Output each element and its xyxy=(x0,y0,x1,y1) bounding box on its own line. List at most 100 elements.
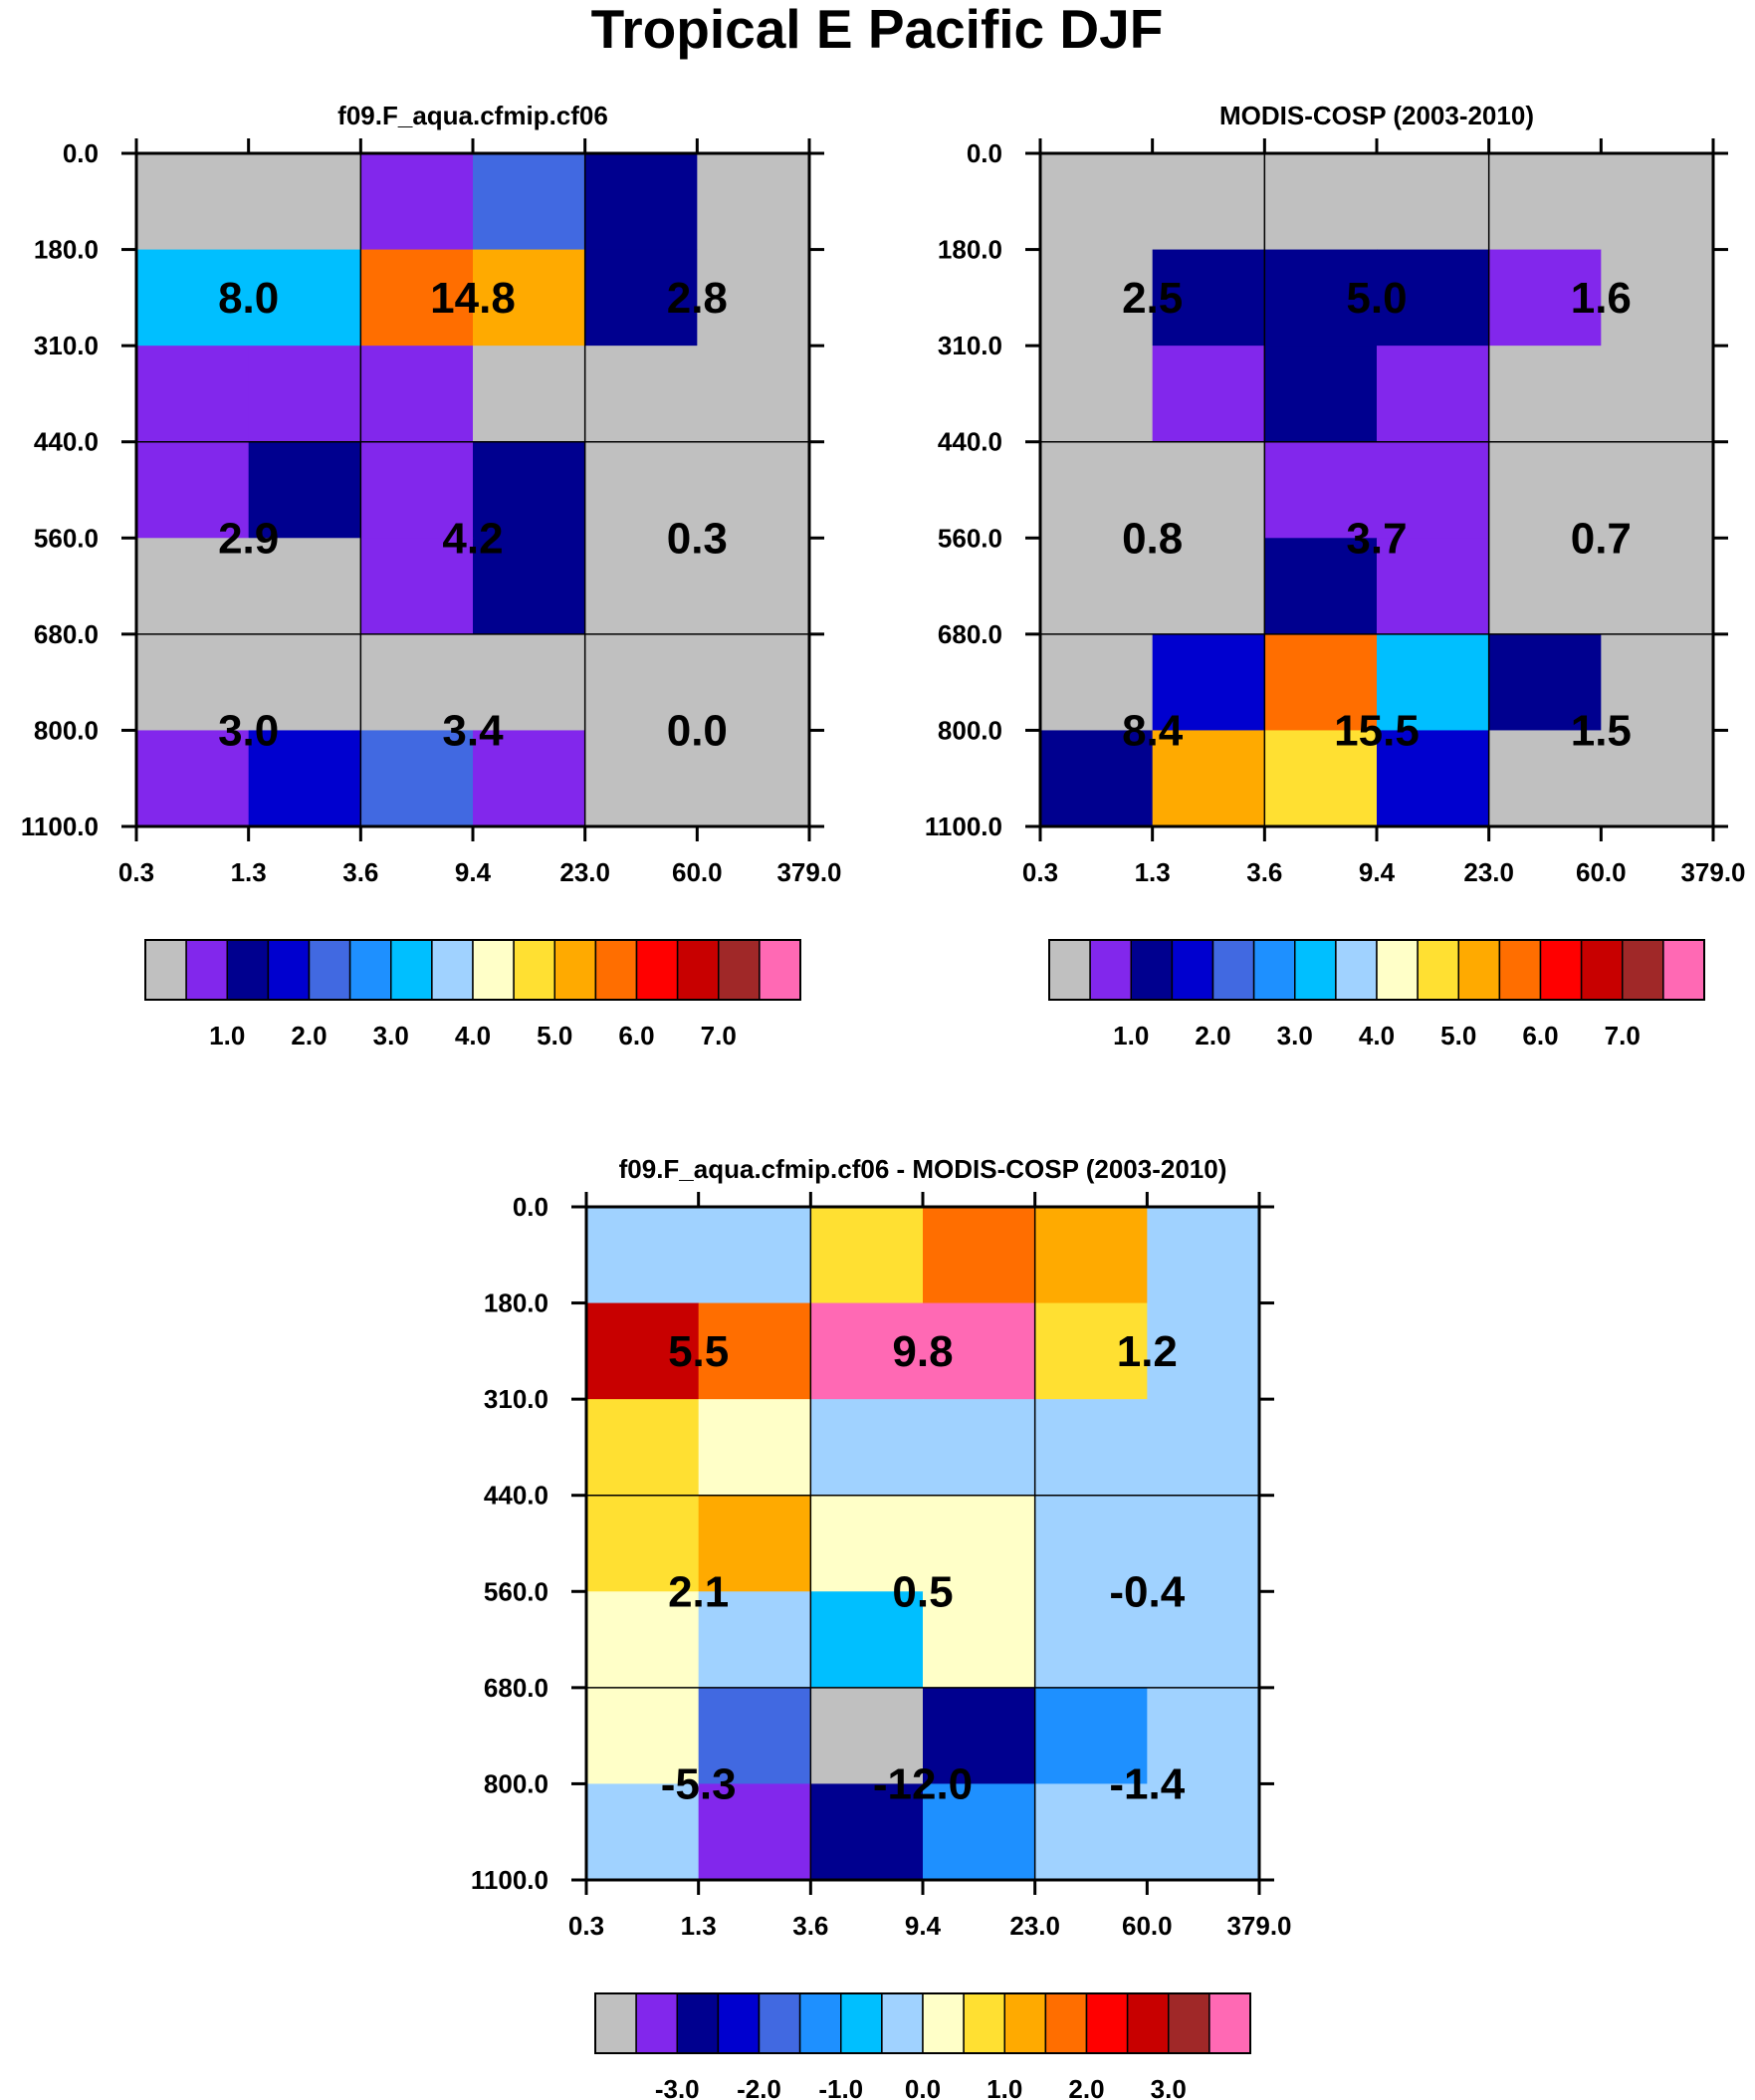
heatmap-cell xyxy=(473,730,586,827)
panel-1: f09.F_aqua.cfmip.cf06 0.3 1.3 3.6 9.4 23.0 60.… xyxy=(21,101,842,1050)
heatmap-cell xyxy=(923,1783,1036,1881)
y-tick-label: 1100.0 xyxy=(471,1865,548,1895)
box-value-label: 2.8 xyxy=(667,274,728,323)
heatmap-cell xyxy=(473,538,586,635)
heatmap-cell xyxy=(473,153,586,251)
panel-2: MODIS-COSP (2003-2010) 0.3 1.3 3.6 9.4 23.0 60… xyxy=(925,101,1746,1050)
heatmap-cell xyxy=(136,633,250,731)
heatmap-cell xyxy=(1601,441,1714,539)
colorbar-swatch xyxy=(594,1992,637,2054)
heatmap-cell xyxy=(698,1591,811,1689)
heatmap-cell xyxy=(1601,346,1714,443)
x-tick-label: 23.0 xyxy=(1463,857,1514,887)
heatmap-cell xyxy=(1147,1687,1260,1784)
heatmap-cell xyxy=(1034,1687,1148,1784)
heatmap-cell xyxy=(473,249,586,347)
heatmap-cell xyxy=(810,1783,924,1881)
colorbar-frame xyxy=(594,1992,1251,2054)
y-tick-label: 680.0 xyxy=(34,619,99,649)
x-tick-label: 0.3 xyxy=(1022,857,1058,887)
colorbar-label: 4.0 xyxy=(1359,1021,1395,1050)
heatmap-cell xyxy=(1034,1302,1148,1400)
heatmap-cell xyxy=(360,249,474,347)
x-tick-label: 0.3 xyxy=(118,857,154,887)
y-tick-label: 0.0 xyxy=(513,1192,548,1222)
x-tick-label: 60.0 xyxy=(672,857,723,887)
heatmap-cell xyxy=(1152,730,1265,827)
box-value-label: 8.0 xyxy=(218,274,279,323)
heatmap-cell xyxy=(923,1207,1036,1304)
heatmap-cell xyxy=(1488,249,1602,347)
heatmap-cell xyxy=(1377,153,1490,251)
heatmap-cell xyxy=(136,346,250,443)
heatmap-cell xyxy=(1152,538,1265,635)
heatmap-cell xyxy=(1040,153,1154,251)
x-tick-label: 1.3 xyxy=(1135,857,1171,887)
colorbar-frame xyxy=(1048,939,1705,1001)
colorbar-label: -2.0 xyxy=(737,2074,781,2100)
colorbar-swatch xyxy=(1252,939,1296,1001)
colorbar-swatch xyxy=(431,939,474,1001)
colorbar-swatch xyxy=(1580,939,1624,1001)
colorbar-swatch xyxy=(594,939,638,1001)
heatmap-cell xyxy=(1152,153,1265,251)
heatmap-cell xyxy=(1040,730,1154,827)
colorbar-label: -1.0 xyxy=(818,2074,863,2100)
heatmap-cell xyxy=(923,1399,1036,1497)
heatmap-cell xyxy=(1034,1783,1148,1881)
colorbar-swatch xyxy=(922,1992,965,2054)
colorbar-swatch xyxy=(1171,939,1214,1001)
x-tick-label: 9.4 xyxy=(1359,857,1396,887)
heatmap-cell xyxy=(584,346,698,443)
heatmap-cell xyxy=(248,538,361,635)
colorbar-swatch xyxy=(1089,939,1132,1001)
colorbar-swatch xyxy=(144,939,187,1001)
heatmap-cell xyxy=(698,1687,811,1784)
heatmap-cell xyxy=(1601,538,1714,635)
box-value-label: 1.5 xyxy=(1571,706,1632,755)
colorbar-swatch xyxy=(718,939,761,1001)
x-tick-label: 3.6 xyxy=(342,857,378,887)
x-tick-label: 9.4 xyxy=(905,1911,942,1941)
heatmap-cell xyxy=(1147,1302,1260,1400)
heatmap-cell xyxy=(697,441,810,539)
y-tick-label: 0.0 xyxy=(967,138,1002,168)
heatmap-cell xyxy=(360,538,474,635)
y-tick-label: 440.0 xyxy=(34,427,99,457)
y-tick-label: 440.0 xyxy=(484,1481,548,1511)
box-value-label: 4.2 xyxy=(442,514,503,563)
heatmap-cell xyxy=(1264,538,1378,635)
heatmap-cell xyxy=(586,1495,700,1592)
colorbar-swatch xyxy=(635,939,679,1001)
heatmap-cell xyxy=(473,346,586,443)
colorbar-swatch xyxy=(513,939,555,1001)
box-value-label: 3.0 xyxy=(218,706,279,755)
heatmap-cell xyxy=(360,633,474,731)
colorbar-label: 5.0 xyxy=(537,1021,572,1050)
heatmap-cell xyxy=(1377,633,1490,731)
colorbar-swatch xyxy=(1498,939,1542,1001)
box-value-label: 9.8 xyxy=(892,1327,953,1376)
box-value-label: 0.8 xyxy=(1122,514,1183,563)
box-value-label: 8.4 xyxy=(1122,706,1184,755)
box-value-label: 15.5 xyxy=(1334,706,1420,755)
heatmap-cell xyxy=(1264,249,1378,347)
colorbar-swatch xyxy=(1208,1992,1251,2054)
heatmap-cell xyxy=(1377,441,1490,539)
y-tick-label: 680.0 xyxy=(484,1673,548,1703)
colorbar-swatch xyxy=(390,939,433,1001)
y-tick-label: 800.0 xyxy=(938,715,1002,745)
colorbar-frame xyxy=(144,939,801,1001)
y-tick-label: 1100.0 xyxy=(21,812,99,841)
heatmap-cell xyxy=(1488,730,1602,827)
colorbar-swatch xyxy=(798,1992,842,2054)
y-tick-label: 680.0 xyxy=(938,619,1002,649)
y-tick-label: 180.0 xyxy=(484,1288,548,1318)
heatmap-cell xyxy=(584,249,698,347)
x-tick-label: 60.0 xyxy=(1122,1911,1173,1941)
colorbar-label: 2.0 xyxy=(1195,1021,1230,1050)
heatmap-cell xyxy=(1601,633,1714,731)
colorbar-swatch xyxy=(1003,1992,1047,2054)
colorbar-swatch xyxy=(1130,939,1174,1001)
y-tick-label: 310.0 xyxy=(484,1384,548,1414)
